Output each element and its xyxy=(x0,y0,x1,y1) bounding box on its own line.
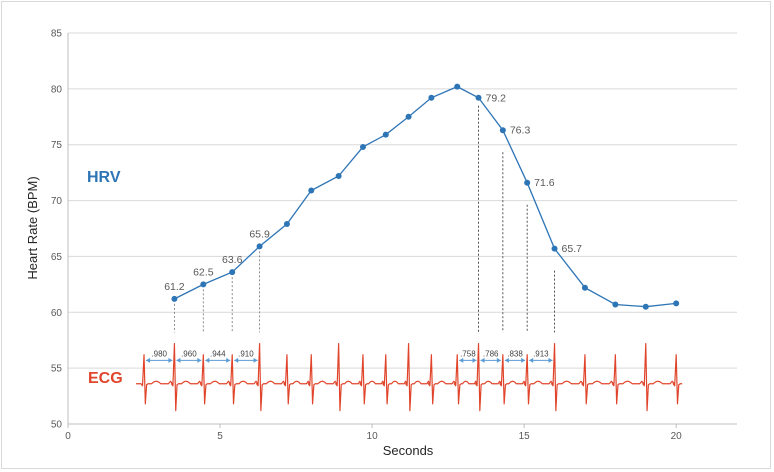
data-label: 71.6 xyxy=(534,177,555,189)
data-label: 62.5 xyxy=(193,266,214,278)
y-tick-label: 85 xyxy=(51,29,63,40)
heart-rate-point xyxy=(551,245,558,252)
heart-rate-point xyxy=(359,143,366,150)
x-tick-label: 15 xyxy=(519,431,531,442)
heart-rate-point xyxy=(405,113,412,120)
y-tick-label: 65 xyxy=(51,252,63,263)
rr-interval-label: .910 xyxy=(238,349,254,358)
x-tick-label: 20 xyxy=(671,431,683,442)
heart-rate-series xyxy=(171,83,680,310)
rr-interval-label: .980 xyxy=(151,349,167,358)
rr-arrowhead-left xyxy=(176,357,181,363)
rr-arrowhead-right xyxy=(472,357,477,363)
y-tick-label: 75 xyxy=(51,140,63,151)
x-axis-title: Seconds xyxy=(383,443,434,458)
heart-rate-point xyxy=(612,301,619,308)
data-labels: 61.2 62.5 63.6 65.9 79.2 76.3 71.6 65.7 xyxy=(164,92,582,293)
heart-rate-point xyxy=(229,269,236,276)
rr-arrowhead-right xyxy=(197,357,202,363)
y-tick-labels: 50 55 60 65 70 75 80 85 xyxy=(51,29,63,431)
ecg-annotation: ECG xyxy=(88,370,123,387)
rr-interval-label: .913 xyxy=(533,349,549,358)
axes xyxy=(67,33,737,428)
rr-arrowhead-left xyxy=(459,357,464,363)
ecg-trace xyxy=(136,342,683,412)
rr-arrowhead-left xyxy=(234,357,239,363)
rr-arrowhead-left xyxy=(504,357,509,363)
x-tick-labels: 0 5 10 15 20 xyxy=(65,431,682,442)
heart-rate-point xyxy=(499,127,506,134)
y-axis-title: Heart Rate (BPM) xyxy=(25,176,40,279)
rr-arrowhead-left xyxy=(529,357,534,363)
data-label: 61.2 xyxy=(164,281,185,293)
rr-interval-label: .786 xyxy=(483,349,499,358)
data-label: 79.2 xyxy=(486,92,507,104)
data-label: 76.3 xyxy=(510,125,531,137)
rr-arrowhead-right xyxy=(521,357,526,363)
heart-rate-point xyxy=(524,179,531,186)
rr-interval-label: .944 xyxy=(210,349,226,358)
heart-rate-point xyxy=(581,284,588,291)
rr-arrowhead-right xyxy=(226,357,231,363)
heart-rate-point xyxy=(256,243,263,250)
rr-arrowhead-right xyxy=(253,357,258,363)
data-label: 65.9 xyxy=(249,228,270,240)
heart-rate-point xyxy=(428,94,435,101)
drop-lines xyxy=(173,105,555,333)
gridlines xyxy=(68,32,737,369)
rr-interval-label: .838 xyxy=(507,349,523,358)
heart-rate-point xyxy=(335,172,342,179)
rr-interval-label: .960 xyxy=(181,349,197,358)
rr-interval-label: .758 xyxy=(460,349,476,358)
y-tick-label: 55 xyxy=(51,364,63,375)
rr-arrowhead-right xyxy=(496,357,501,363)
heart-rate-point xyxy=(475,94,482,101)
heart-rate-point xyxy=(171,295,178,302)
heart-rate-point xyxy=(200,281,207,288)
rr-arrowhead-right xyxy=(168,357,173,363)
x-tick-label: 10 xyxy=(367,431,379,442)
y-tick-label: 50 xyxy=(51,420,63,431)
y-tick-label: 80 xyxy=(51,84,63,95)
x-tick-label: 0 xyxy=(65,431,71,442)
heart-rate-line xyxy=(174,85,677,308)
rr-arrowhead-left xyxy=(480,357,485,363)
heart-rate-point xyxy=(454,83,461,90)
data-label: 63.6 xyxy=(222,254,243,266)
x-tick-label: 5 xyxy=(217,431,223,442)
rr-arrowhead-left xyxy=(205,357,210,363)
heart-rate-point xyxy=(673,300,680,307)
rr-intervals: .980 .960 .944 .910 .758 .786 .838 .913 xyxy=(146,349,553,363)
data-label: 65.7 xyxy=(562,243,583,255)
heart-rate-point xyxy=(283,221,290,228)
ecg-waveform xyxy=(136,342,683,412)
y-tick-label: 70 xyxy=(51,196,63,207)
y-tick-label: 60 xyxy=(51,308,63,319)
rr-arrowhead-right xyxy=(548,357,553,363)
heart-rate-point xyxy=(642,303,649,310)
heart-rate-point xyxy=(308,187,315,194)
hrv-annotation: HRV xyxy=(87,169,121,186)
heart-rate-point xyxy=(382,131,389,138)
rr-arrowhead-left xyxy=(146,357,151,363)
